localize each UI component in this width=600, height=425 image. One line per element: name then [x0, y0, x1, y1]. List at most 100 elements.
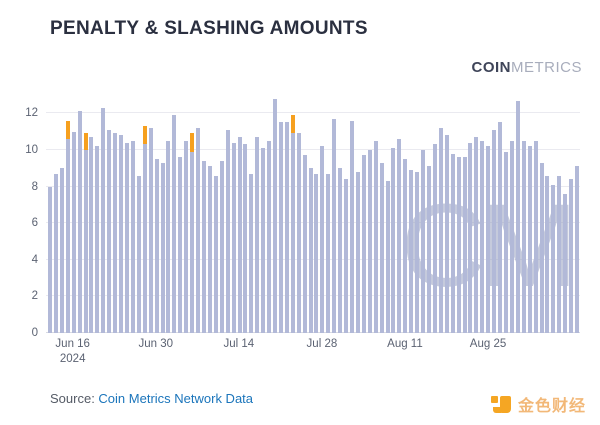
bar — [231, 142, 236, 333]
bar — [48, 186, 52, 333]
bar — [184, 140, 189, 333]
bar — [249, 173, 254, 333]
y-tick-label: 12 — [25, 107, 38, 120]
x-tick-label: Jun 16 2024 — [55, 338, 90, 365]
bar — [551, 184, 556, 333]
bar — [361, 155, 366, 333]
bar — [462, 157, 467, 333]
bar — [273, 98, 278, 333]
source-label: Source: — [50, 391, 99, 406]
bar — [255, 137, 260, 333]
bar — [355, 171, 360, 333]
bar-series — [48, 95, 580, 333]
bar — [201, 160, 206, 333]
bar — [119, 135, 124, 333]
gridline-8 — [46, 185, 580, 187]
bar — [397, 138, 402, 333]
bar — [178, 157, 183, 333]
bar — [332, 118, 337, 333]
gridline-6 — [46, 222, 580, 224]
y-tick-label: 6 — [31, 217, 38, 230]
bar — [136, 175, 141, 333]
bar — [219, 160, 224, 333]
bar — [53, 173, 58, 333]
bar — [569, 179, 574, 333]
bar — [575, 166, 580, 333]
bar — [166, 140, 171, 333]
gridline-0 — [46, 332, 580, 333]
bar — [456, 157, 461, 333]
bar — [421, 149, 426, 333]
bar — [154, 159, 159, 333]
bar — [213, 175, 218, 333]
source-link[interactable]: Coin Metrics Network Data — [98, 391, 254, 406]
y-tick-label: 0 — [31, 327, 38, 339]
bar — [450, 153, 455, 333]
bar — [148, 127, 153, 333]
y-axis-labels: 0 2 4 6 8 10 12 — [6, 95, 38, 339]
highlight-segment — [190, 133, 195, 152]
jinse-finance-logo: 金色财经 — [490, 392, 586, 416]
bar — [427, 166, 431, 333]
bar — [196, 127, 201, 333]
jinse-logo-text: 金色财经 — [517, 398, 586, 415]
bar — [409, 170, 414, 333]
bar — [124, 142, 129, 333]
bar — [438, 127, 443, 333]
gridline-2 — [46, 295, 580, 297]
bar — [432, 144, 437, 333]
bar — [474, 137, 479, 333]
highlight-segment — [83, 133, 88, 150]
y-tick-label: 10 — [25, 143, 38, 156]
gridline-10 — [46, 148, 580, 150]
bar — [503, 151, 508, 333]
bar — [296, 133, 301, 333]
bar — [113, 133, 118, 333]
bar — [539, 162, 544, 333]
bar — [302, 155, 307, 333]
highlight-segment — [65, 120, 70, 139]
coinmetrics-logo: COINMETRICS — [472, 59, 583, 76]
coinmetrics-logo-metrics: METRICS — [511, 59, 582, 76]
bar — [243, 144, 248, 333]
bar — [385, 181, 390, 333]
x-axis-labels: Jun 16 2024 Jun 30 Jul 14 Jul 28 Aug 11 Aug 25 — [46, 337, 580, 371]
highlight-segment — [290, 115, 295, 134]
x-tick-label: Jun 30 — [138, 338, 174, 350]
bar — [278, 122, 283, 333]
y-tick-label: 4 — [31, 253, 38, 266]
bar — [83, 133, 88, 333]
bar — [338, 168, 343, 333]
bar — [344, 179, 349, 333]
bar — [284, 122, 289, 333]
x-tick-label: Aug 11 — [387, 338, 423, 350]
highlight-segment — [142, 126, 147, 145]
page-title: PENALTY & SLASHING AMOUNTS — [50, 18, 368, 39]
gridline-4 — [46, 258, 580, 260]
bar — [557, 175, 562, 333]
bar — [308, 168, 313, 333]
gridline-12 — [46, 112, 580, 114]
bar — [326, 173, 331, 333]
bar — [373, 140, 378, 333]
bar — [444, 135, 449, 333]
bar — [207, 166, 212, 333]
bar — [391, 148, 396, 333]
bar — [515, 100, 520, 333]
bar — [468, 142, 473, 333]
bar — [89, 137, 94, 333]
jinse-logo-icon — [490, 394, 512, 415]
x-tick-label: Jul 14 — [223, 338, 255, 350]
bar — [65, 120, 70, 333]
bar — [350, 120, 355, 333]
bar — [509, 140, 514, 333]
bar — [107, 129, 112, 333]
bar — [403, 159, 408, 333]
bar — [290, 115, 295, 333]
bar — [101, 107, 106, 333]
bar — [77, 111, 82, 333]
bar — [320, 146, 325, 333]
x-tick-label: Aug 25 — [469, 338, 507, 350]
bar — [59, 168, 64, 333]
bar — [492, 129, 497, 333]
